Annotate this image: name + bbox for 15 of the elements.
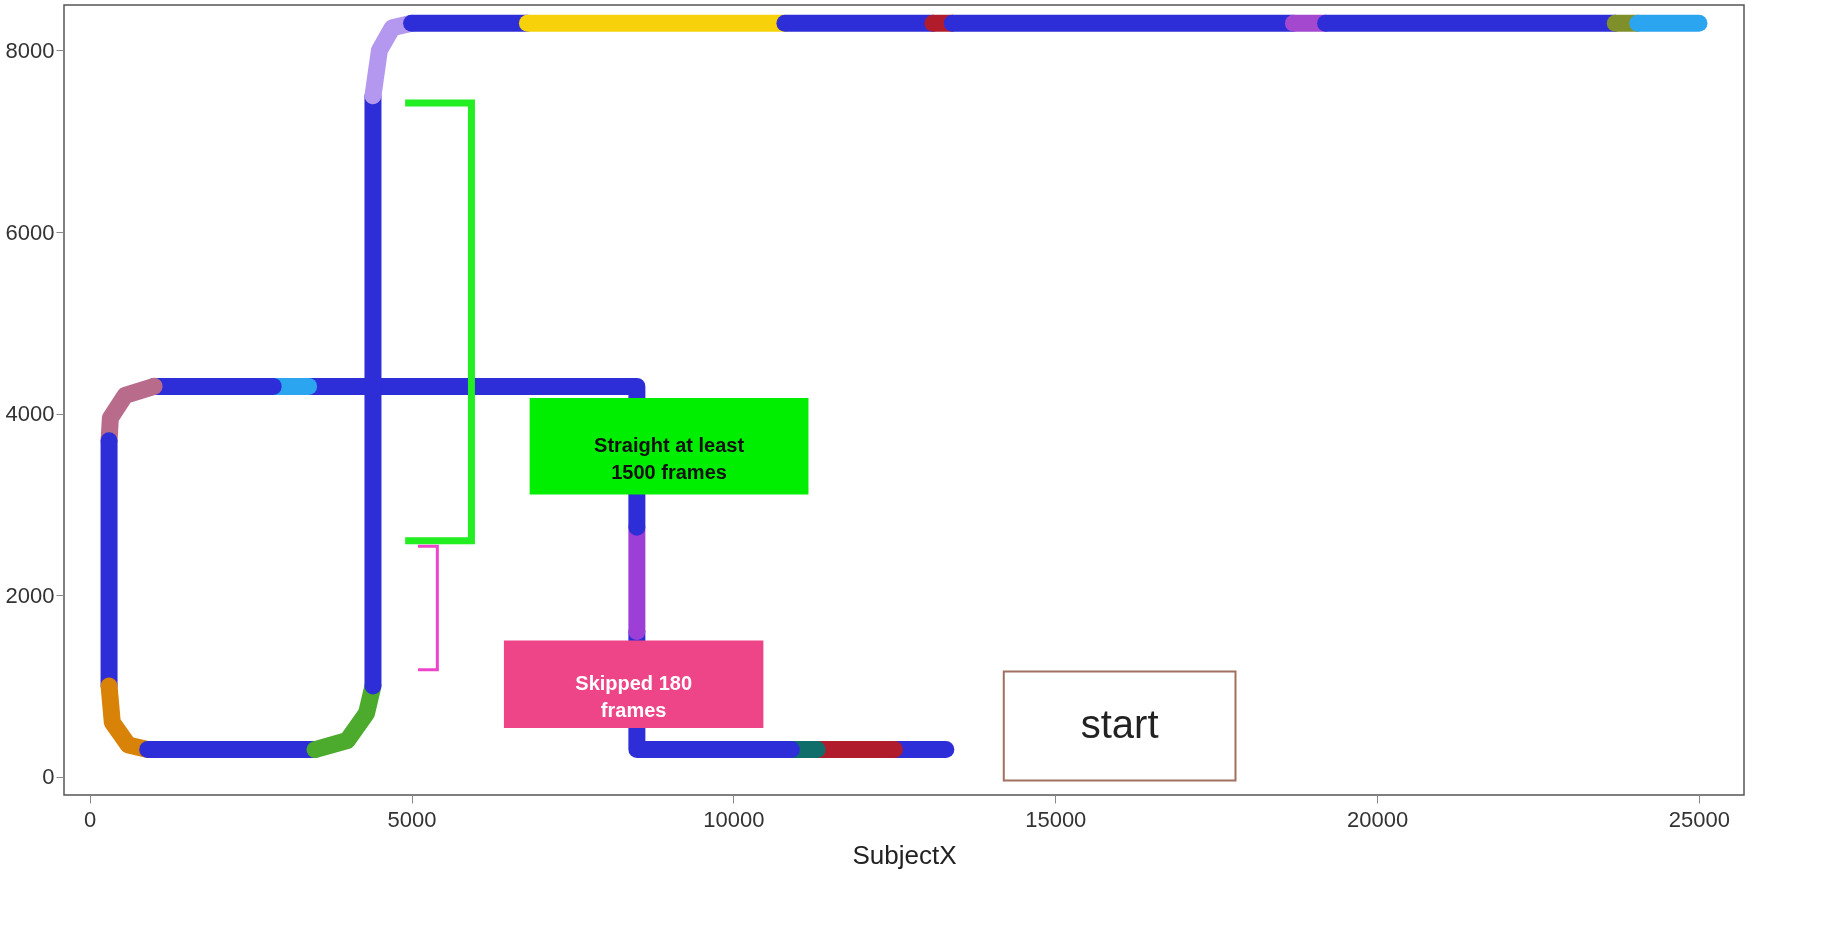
y-tick-label: 0 (42, 764, 55, 790)
x-tick-label: 25000 (1668, 806, 1731, 832)
annotation: Straight at least 1500 frames (594, 434, 745, 484)
x-tick-label: 10000 (703, 806, 765, 832)
y-tick-label: 6000 (5, 219, 55, 245)
y-tick-label: 2000 (5, 582, 55, 608)
x-tick-label: 0 (84, 806, 97, 832)
x-tick-label: 20000 (1347, 806, 1409, 832)
annotation: Skipped 180 frames (575, 672, 693, 722)
x-tick-label: 5000 (387, 806, 437, 832)
x-axis-title: SubjectX (852, 839, 957, 870)
y-tick-label: 8000 (5, 37, 55, 63)
annotation: start (1080, 701, 1159, 746)
y-tick-label: 4000 (5, 401, 55, 427)
x-tick-label: 15000 (1025, 806, 1087, 832)
